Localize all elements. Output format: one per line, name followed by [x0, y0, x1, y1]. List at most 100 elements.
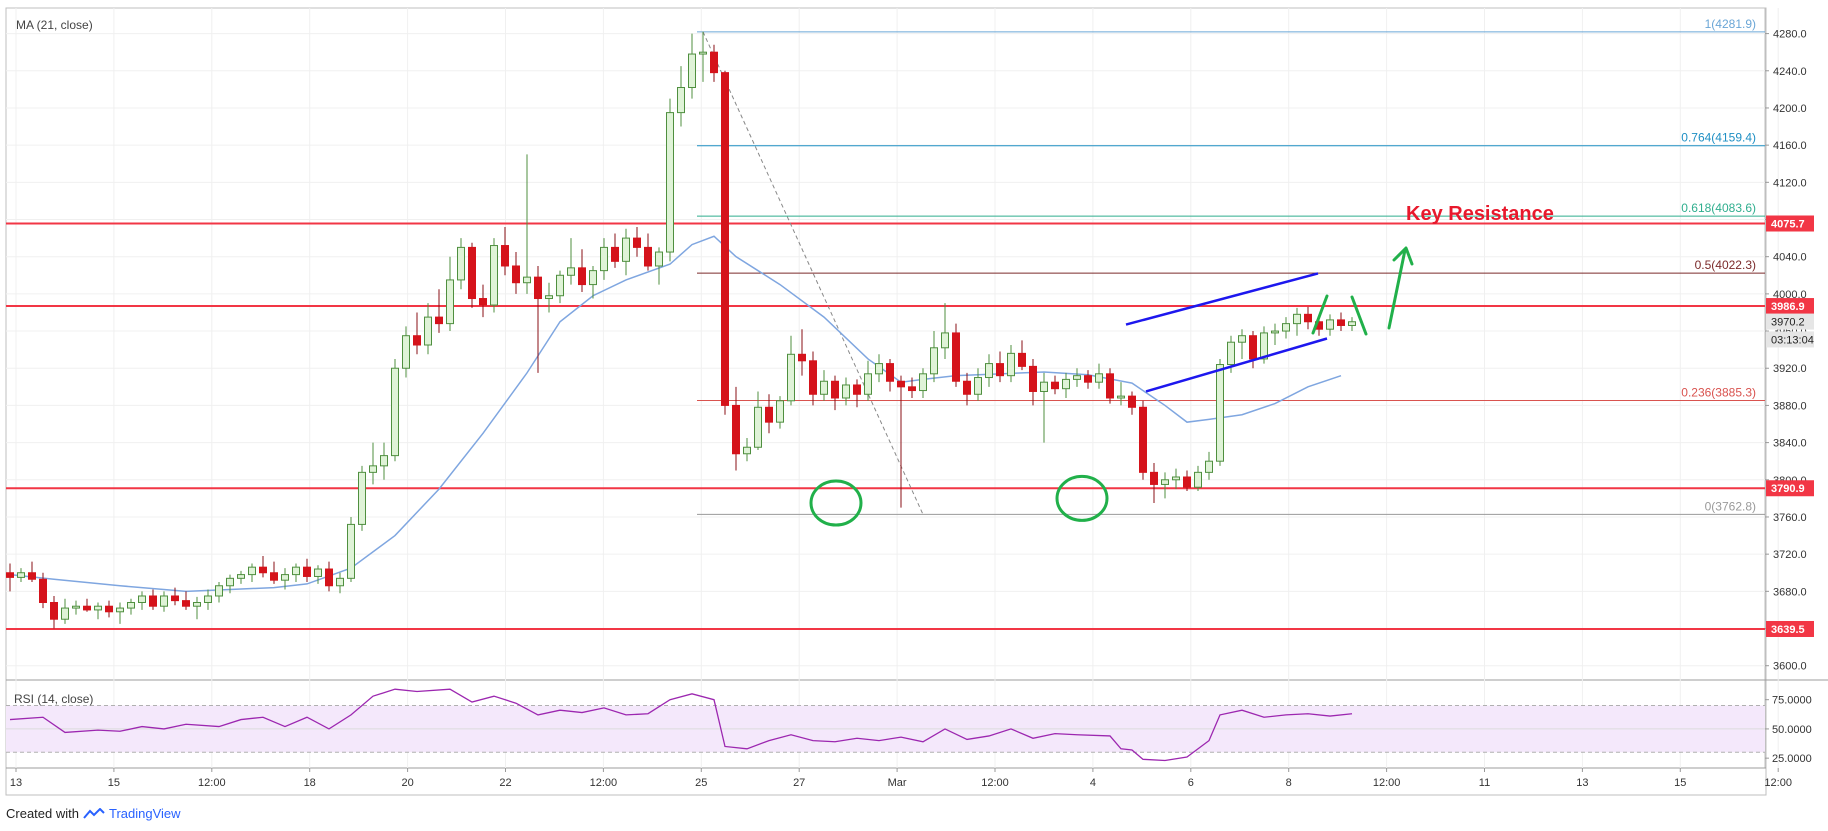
price-label-box	[1766, 331, 1814, 348]
candle	[886, 358, 894, 392]
candle	[1128, 391, 1136, 415]
candle-body	[204, 595, 212, 603]
candle	[402, 326, 410, 378]
candle-body	[864, 373, 872, 395]
candle	[1238, 329, 1246, 359]
candle	[820, 370, 828, 401]
candle-body	[919, 373, 927, 392]
candle-body	[1249, 335, 1257, 360]
price-tick-label: 4280.0	[1773, 29, 1807, 41]
rsi-line	[9, 688, 1353, 762]
candle	[391, 358, 399, 462]
candle-body	[380, 455, 388, 467]
candle-body	[556, 274, 564, 297]
candle	[1117, 382, 1125, 406]
candle-body	[424, 316, 432, 346]
candle-body	[534, 276, 542, 300]
time-tick-label: 13	[1576, 777, 1588, 789]
candle-body	[237, 574, 245, 579]
candle-body	[1227, 341, 1235, 366]
candle	[490, 238, 498, 313]
candle-body	[501, 245, 509, 267]
candle-body	[985, 363, 993, 379]
candle-body	[567, 267, 575, 276]
candle-body	[83, 605, 91, 611]
horizontal-levels	[6, 222, 1765, 630]
price-label-box	[1766, 620, 1814, 637]
candle-body	[600, 246, 608, 272]
candle-body	[688, 53, 696, 89]
indicator-label: MA (21, close)	[16, 18, 93, 32]
candle-body	[1128, 395, 1136, 408]
candle-body	[1040, 381, 1048, 392]
candle-body	[1238, 335, 1246, 343]
price-label-text: 3986.9	[1771, 301, 1805, 313]
rsi-label: RSI (14, close)	[14, 692, 93, 706]
candle	[336, 572, 344, 594]
candle-body	[963, 380, 971, 395]
candle-body	[1326, 319, 1334, 330]
price-tick-label: 4160.0	[1773, 140, 1807, 152]
candle-body	[314, 568, 322, 577]
candle-body	[1304, 313, 1312, 323]
grid	[6, 8, 1779, 768]
candle-body	[666, 112, 674, 253]
candle	[864, 360, 872, 401]
candle-body	[50, 601, 58, 620]
candle	[182, 591, 190, 610]
candle-body	[215, 585, 223, 597]
candle-body	[1150, 471, 1158, 485]
candle-body	[1348, 321, 1356, 326]
candle-body	[765, 406, 773, 423]
candle	[600, 238, 608, 280]
time-tick-label: 25	[695, 777, 707, 789]
candle	[39, 572, 47, 609]
candle-body	[457, 246, 465, 281]
candle-body	[633, 237, 641, 248]
candle-body	[787, 353, 795, 402]
candle-body	[677, 87, 685, 114]
candle	[215, 582, 223, 603]
projection-arrow-shaft	[1387, 248, 1407, 330]
candle	[281, 568, 289, 590]
candle	[1205, 451, 1213, 480]
candle-body	[842, 384, 850, 399]
candle	[908, 377, 916, 398]
candle	[127, 598, 135, 615]
candle-body	[391, 367, 399, 457]
rsi-tick-label: 50.0000	[1772, 724, 1812, 736]
footer-brand[interactable]: TradingView	[108, 806, 181, 821]
candle-body	[1337, 319, 1345, 326]
candle	[171, 587, 179, 606]
candle	[523, 154, 531, 294]
candle	[259, 556, 267, 578]
projection-down-stroke	[1350, 295, 1368, 336]
candle	[644, 233, 652, 271]
candle-body	[941, 332, 949, 349]
candle	[1194, 465, 1202, 491]
price-label-text: 03:13:04	[1771, 334, 1814, 346]
candle	[754, 391, 762, 451]
channel-upper-line	[1125, 272, 1319, 326]
candle-body	[545, 295, 553, 300]
price-axis: 4280.04240.04200.04160.04120.04080.04040…	[1765, 29, 1814, 673]
candle	[974, 368, 982, 401]
candle-body	[754, 406, 762, 448]
price-label-box	[1766, 298, 1814, 315]
projection-arrow-head-icon	[1392, 246, 1414, 266]
candle	[105, 600, 113, 618]
fib-level-label: 0(3762.8)	[1705, 499, 1756, 513]
candle	[1348, 317, 1356, 332]
candle-body	[996, 363, 1004, 377]
candle-body	[413, 335, 421, 346]
fib-level-label: 0.5(4022.3)	[1695, 258, 1756, 272]
candle-body	[578, 267, 586, 286]
candle-body	[1084, 375, 1092, 383]
candles	[6, 31, 1356, 629]
candle-body	[138, 595, 146, 603]
candle	[622, 228, 630, 276]
candle	[1018, 340, 1026, 371]
candle-body	[336, 577, 344, 587]
time-tick-label: 12:00	[1764, 777, 1792, 789]
